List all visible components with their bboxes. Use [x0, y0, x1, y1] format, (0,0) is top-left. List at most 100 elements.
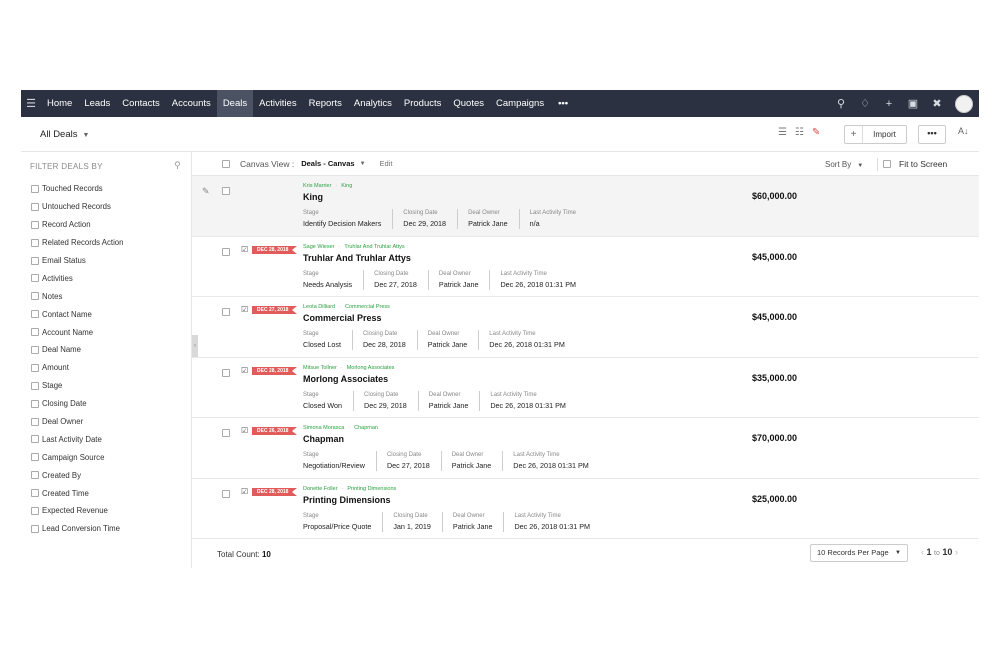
nav-more-button[interactable]: ••• [558, 98, 569, 109]
filter-checkbox[interactable] [31, 202, 39, 211]
fit-to-screen-toggle[interactable]: Fit to Screen [883, 159, 947, 169]
filter-checkbox[interactable] [31, 238, 39, 247]
account-link[interactable]: Commercial Press [344, 304, 390, 310]
nav-tab-reports[interactable]: Reports [308, 98, 342, 109]
deal-name[interactable]: King [303, 192, 323, 202]
filter-checkbox[interactable] [31, 471, 39, 480]
task-icon[interactable]: ☑ [241, 426, 249, 435]
contact-link[interactable]: Simona Morasca [303, 425, 345, 431]
bell-icon[interactable]: ♢ [860, 98, 870, 110]
next-page-icon[interactable]: › [954, 547, 958, 557]
filter-checkbox[interactable] [31, 399, 39, 408]
deal-checkbox[interactable] [222, 489, 230, 498]
task-icon[interactable]: ☑ [241, 486, 249, 496]
chevron-down-icon[interactable]: ▼ [359, 160, 366, 167]
sort-by-dropdown[interactable]: Sort By ▼ [825, 160, 863, 169]
canvas-view-selector[interactable]: Deals - Canvas [301, 159, 355, 168]
select-all-checkbox[interactable] [222, 159, 230, 168]
contact-link[interactable]: Sage Wieser [303, 243, 335, 250]
deal-name[interactable]: Morlong Associates [303, 373, 389, 384]
prev-page-icon[interactable]: ‹ [921, 547, 924, 557]
tools-icon[interactable]: ✖ [932, 98, 942, 110]
task-icon[interactable]: ☑ [241, 305, 249, 314]
nav-tab-deals[interactable]: Deals [216, 90, 254, 117]
canvas-view-icon[interactable]: ✎ [811, 127, 821, 138]
account-link[interactable]: Chapman [354, 425, 378, 431]
filter-item[interactable]: Record Action [21, 216, 191, 234]
filter-checkbox[interactable] [31, 256, 39, 265]
deal-checkbox[interactable] [222, 368, 230, 377]
contact-link[interactable]: Leota Dilliard [303, 304, 336, 310]
contact-link[interactable]: Mitsue Tollner [303, 364, 337, 371]
filter-checkbox[interactable] [31, 310, 39, 319]
deal-card[interactable]: ☑ DEC 28, 2018 Donette Foller · Printing Dim… [192, 479, 979, 539]
filter-item[interactable]: Deal Owner [21, 413, 191, 431]
account-link[interactable]: Truhlar And Truhlar Attys [344, 243, 405, 250]
nav-tab-leads[interactable]: Leads [84, 98, 111, 109]
filter-checkbox[interactable] [31, 363, 39, 372]
filter-item[interactable]: Lead Conversion Time [21, 520, 191, 538]
filter-item[interactable]: Touched Records [21, 180, 191, 198]
search-icon[interactable]: ⚲ [836, 98, 846, 110]
filter-item[interactable]: Campaign Source [21, 448, 191, 466]
filter-item[interactable]: Amount [21, 359, 191, 377]
account-link[interactable]: Morlong Associates [346, 364, 395, 371]
filter-item[interactable]: Closing Date [21, 395, 191, 413]
filter-item[interactable]: Created By [21, 466, 191, 484]
filter-checkbox[interactable] [31, 274, 39, 283]
deal-name[interactable]: Chapman [303, 434, 345, 444]
deal-name[interactable]: Printing Dimensions [303, 494, 391, 505]
filter-item[interactable]: Expected Revenue [21, 502, 191, 520]
filter-item[interactable]: Related Records Action [21, 234, 191, 252]
filter-checkbox[interactable] [31, 506, 39, 515]
filter-item[interactable]: Activities [21, 269, 191, 287]
filter-checkbox[interactable] [31, 417, 39, 426]
nav-tab-campaigns[interactable]: Campaigns [496, 98, 545, 109]
account-link[interactable]: King [341, 183, 353, 189]
filter-checkbox[interactable] [31, 489, 39, 498]
filter-checkbox[interactable] [31, 453, 39, 462]
deal-card[interactable]: ☑ DEC 27, 2018 Leota Dilliard · Commercial P… [192, 297, 979, 358]
view-selector[interactable]: All Deals ▼ [40, 129, 89, 140]
deal-checkbox[interactable] [222, 247, 230, 256]
nav-tab-accounts[interactable]: Accounts [171, 98, 211, 109]
filter-item[interactable]: Notes [21, 287, 191, 305]
nav-tab-analytics[interactable]: Analytics [353, 98, 392, 109]
filter-item[interactable]: Account Name [21, 323, 191, 341]
task-icon[interactable]: ☑ [241, 365, 249, 375]
deal-card[interactable]: ✎ Kris Marrier · King King Stage Identify Deci… [192, 176, 979, 237]
filter-checkbox[interactable] [31, 292, 39, 301]
deal-checkbox[interactable] [222, 429, 230, 437]
filter-item[interactable]: Deal Name [21, 341, 191, 359]
records-per-page-select[interactable]: 10 Records Per Page ▼ [810, 544, 908, 562]
deal-name[interactable]: Truhlar And Truhlar Attys [303, 252, 411, 263]
nav-tab-products[interactable]: Products [403, 98, 442, 109]
filter-item[interactable]: Last Activity Date [21, 430, 191, 448]
deal-card[interactable]: ☑ DEC 26, 2018 Simona Morasca · Chapman Chapm… [192, 418, 979, 479]
avatar[interactable] [955, 94, 973, 113]
filter-item[interactable]: Contact Name [21, 305, 191, 323]
canvas-edit-link[interactable]: Edit [379, 159, 393, 168]
account-link[interactable]: Printing Dimensions [347, 485, 397, 492]
filter-checkbox[interactable] [31, 524, 39, 533]
filter-checkbox[interactable] [31, 381, 39, 390]
import-button[interactable]: + Import [844, 125, 907, 144]
filter-checkbox[interactable] [31, 184, 39, 193]
nav-tab-contacts[interactable]: Contacts [122, 98, 160, 109]
filter-checkbox[interactable] [31, 435, 39, 444]
filter-item[interactable]: Email Status [21, 252, 191, 270]
pencil-icon[interactable]: ✎ [202, 186, 210, 196]
calendar-icon[interactable]: ▣ [907, 98, 919, 110]
menu-icon[interactable]: ☰ [26, 98, 36, 110]
filter-item[interactable]: Created Time [21, 484, 191, 502]
nav-tab-quotes[interactable]: Quotes [453, 98, 485, 109]
filter-checkbox[interactable] [31, 220, 39, 229]
deal-name[interactable]: Commercial Press [303, 313, 382, 323]
contact-link[interactable]: Donette Foller [303, 485, 338, 492]
deal-card[interactable]: ☑ DEC 28, 2018 Mitsue Tollner · Morlong Asso… [192, 358, 979, 418]
search-icon[interactable]: ⚲ [174, 160, 181, 170]
task-icon[interactable]: ☑ [241, 244, 249, 254]
deal-checkbox[interactable] [222, 187, 230, 195]
fit-to-screen-checkbox[interactable] [883, 160, 891, 168]
more-actions-button[interactable]: ••• [918, 125, 946, 144]
